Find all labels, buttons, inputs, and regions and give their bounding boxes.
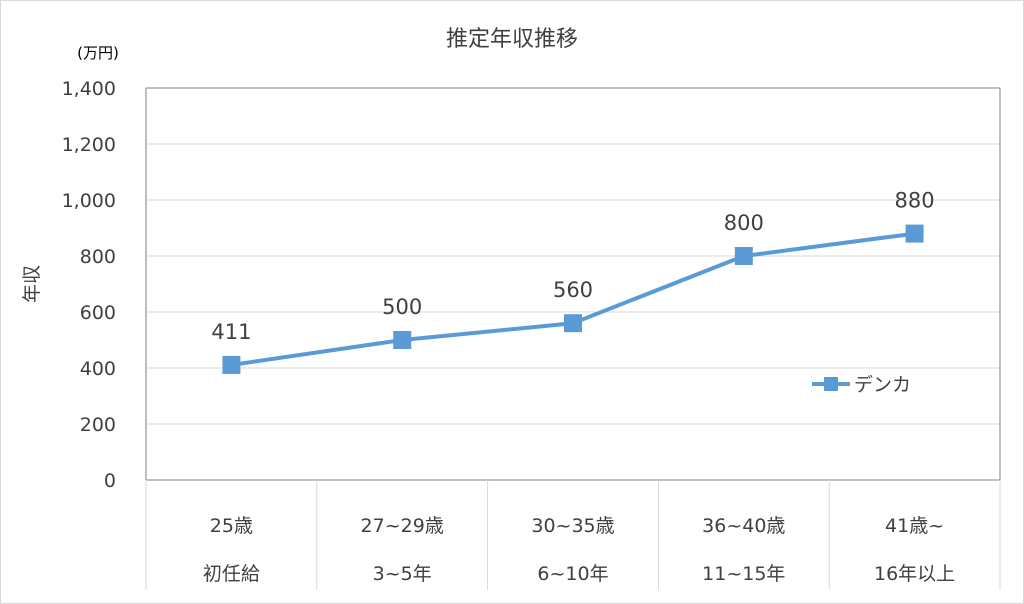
legend-marker: [824, 377, 838, 391]
data-label: 411: [211, 320, 251, 344]
y-tick-label: 0: [104, 470, 116, 492]
legend-label: デンカ: [854, 374, 911, 396]
x-tick-label: 25歳: [210, 515, 253, 537]
x-tick-sublabel: 3~5年: [373, 563, 432, 585]
y-tick-label: 400: [80, 358, 116, 380]
data-point-marker: [222, 355, 241, 374]
unit-label: (万円): [77, 44, 119, 62]
data-point-marker: [905, 224, 924, 243]
y-tick-label: 800: [80, 246, 116, 268]
y-tick-label: 600: [80, 302, 116, 324]
x-tick-label: 41歳~: [885, 515, 944, 537]
x-tick-sublabel: 16年以上: [874, 563, 955, 585]
x-tick-sublabel: 11~15年: [702, 563, 785, 585]
x-tick-label: 30~35歳: [531, 515, 614, 537]
y-tick-label: 1,000: [62, 190, 116, 212]
x-tick-label: 36~40歳: [702, 515, 785, 537]
data-point-marker: [564, 314, 582, 333]
data-label: 880: [895, 189, 935, 213]
data-label: 560: [553, 278, 593, 302]
data-label: 500: [382, 295, 422, 319]
x-tick-sublabel: 6~10年: [537, 563, 608, 585]
data-label: 800: [724, 211, 764, 235]
data-point-marker: [393, 331, 412, 349]
x-tick-sublabel: 初任給: [203, 563, 260, 585]
y-tick-label: 200: [80, 414, 116, 436]
data-point-marker: [734, 247, 753, 265]
y-tick-label: 1,400: [62, 78, 116, 100]
chart-title: 推定年収推移: [446, 27, 578, 52]
y-tick-label: 1,200: [62, 134, 116, 156]
y-axis-label: 年収: [21, 265, 43, 303]
x-tick-label: 27~29歳: [361, 515, 444, 537]
